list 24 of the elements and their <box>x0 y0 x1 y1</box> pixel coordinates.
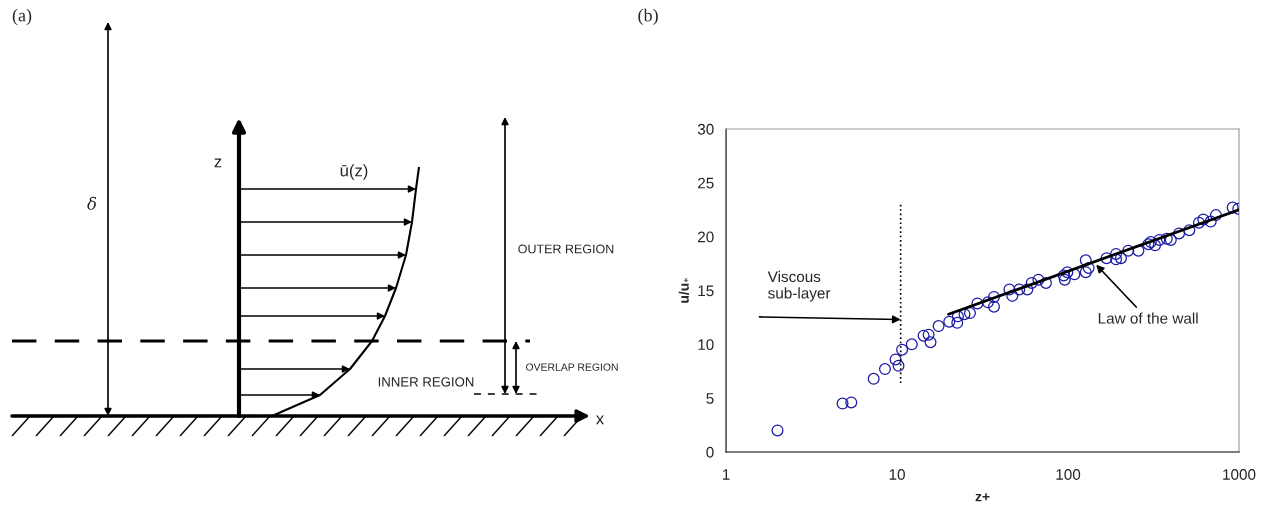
x-tick-label: 10 <box>889 469 905 480</box>
x-tick-label: 1000 <box>1223 469 1256 480</box>
y-tick-label: 20 <box>698 231 714 243</box>
x-tick-label: 1 <box>722 469 730 480</box>
y-tick-label: 30 <box>697 123 714 135</box>
text: (a) <box>12 8 32 26</box>
y-tick-label: 10 <box>698 339 714 351</box>
x-axis-title: z+ <box>975 493 990 502</box>
text: x <box>596 415 604 425</box>
text: ū(z) <box>340 164 368 180</box>
text: INNER REGION <box>378 377 474 387</box>
y-tick-label: 25 <box>698 177 714 189</box>
annotation: Law of the wall <box>1098 312 1198 324</box>
y-tick-label: 5 <box>706 393 714 404</box>
chart-title: (b) <box>638 8 658 26</box>
x-tick-label: 100 <box>1056 469 1081 480</box>
text: OVERLAP REGION <box>525 363 618 371</box>
y-tick-label: 15 <box>698 285 714 297</box>
text: OUTER REGION <box>518 244 614 254</box>
y-tick-label: 0 <box>706 446 714 458</box>
text: δ <box>87 196 97 210</box>
y-axis-title: u/u$_{*}$ <box>678 278 690 303</box>
annotation: Viscous sub-layer <box>767 270 831 302</box>
text: z <box>214 158 222 168</box>
